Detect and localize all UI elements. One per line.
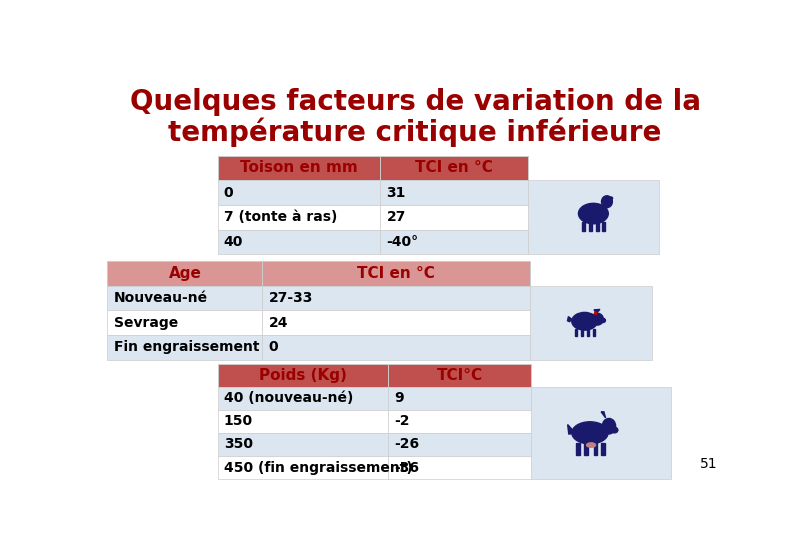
Text: température critique inférieure: température critique inférieure bbox=[168, 118, 662, 147]
Bar bbox=[218, 156, 380, 180]
Polygon shape bbox=[601, 207, 608, 210]
Text: 24: 24 bbox=[269, 316, 288, 330]
Bar bbox=[218, 433, 388, 456]
Bar bbox=[584, 443, 588, 455]
Text: Fin engraissement: Fin engraissement bbox=[113, 340, 259, 354]
Bar bbox=[218, 456, 388, 479]
Bar bbox=[380, 230, 527, 254]
Ellipse shape bbox=[586, 443, 595, 447]
Text: Sevrage: Sevrage bbox=[113, 316, 178, 330]
Bar bbox=[531, 387, 671, 479]
Bar bbox=[388, 410, 531, 433]
Polygon shape bbox=[601, 412, 606, 418]
Text: 0: 0 bbox=[224, 186, 233, 200]
Polygon shape bbox=[568, 424, 573, 434]
Bar bbox=[582, 221, 585, 231]
Bar bbox=[527, 180, 659, 254]
Bar bbox=[593, 329, 595, 336]
Text: Toison en mm: Toison en mm bbox=[240, 160, 358, 176]
Bar bbox=[262, 261, 530, 286]
Text: 7 (tonte à ras): 7 (tonte à ras) bbox=[224, 210, 337, 224]
Bar bbox=[218, 410, 388, 433]
Bar bbox=[586, 329, 589, 336]
Bar bbox=[589, 221, 591, 231]
Text: 9: 9 bbox=[394, 391, 404, 405]
Circle shape bbox=[595, 312, 597, 314]
Text: 27: 27 bbox=[386, 210, 406, 224]
Bar bbox=[575, 329, 578, 336]
Text: 450 (fin engraissement): 450 (fin engraissement) bbox=[224, 461, 412, 475]
Bar bbox=[388, 433, 531, 456]
Text: -36: -36 bbox=[394, 461, 420, 475]
Ellipse shape bbox=[612, 427, 618, 433]
Text: 31: 31 bbox=[386, 186, 406, 200]
Bar bbox=[218, 205, 380, 229]
Text: Poids (Kg): Poids (Kg) bbox=[259, 368, 347, 383]
Text: 51: 51 bbox=[700, 457, 718, 471]
Bar bbox=[594, 443, 598, 455]
Bar bbox=[388, 387, 531, 410]
Text: TCI en °C: TCI en °C bbox=[357, 266, 435, 281]
Ellipse shape bbox=[572, 422, 608, 444]
Text: Quelques facteurs de variation de la: Quelques facteurs de variation de la bbox=[130, 88, 701, 116]
Bar bbox=[595, 221, 599, 231]
Text: -40°: -40° bbox=[386, 235, 419, 249]
Bar bbox=[108, 286, 262, 310]
Ellipse shape bbox=[600, 318, 605, 322]
Text: -2: -2 bbox=[394, 414, 410, 428]
Bar bbox=[262, 335, 530, 360]
Text: -26: -26 bbox=[394, 437, 420, 451]
Text: TCI en °C: TCI en °C bbox=[415, 160, 492, 176]
Ellipse shape bbox=[603, 418, 616, 434]
Text: 350: 350 bbox=[224, 437, 253, 451]
Ellipse shape bbox=[572, 312, 597, 330]
Polygon shape bbox=[600, 428, 608, 430]
Text: Age: Age bbox=[168, 266, 202, 281]
Text: 40 (nouveau-né): 40 (nouveau-né) bbox=[224, 391, 353, 405]
Bar bbox=[380, 180, 527, 205]
Text: TCI°C: TCI°C bbox=[437, 368, 483, 383]
Bar bbox=[108, 261, 262, 286]
Polygon shape bbox=[568, 316, 572, 322]
Bar bbox=[388, 456, 531, 479]
Ellipse shape bbox=[602, 196, 612, 208]
Text: 40: 40 bbox=[224, 235, 243, 249]
Bar bbox=[218, 387, 388, 410]
Bar bbox=[602, 221, 605, 231]
Ellipse shape bbox=[609, 197, 612, 200]
Bar bbox=[262, 310, 530, 335]
Bar bbox=[530, 286, 651, 360]
Bar bbox=[108, 335, 262, 360]
Ellipse shape bbox=[591, 313, 603, 325]
Text: 150: 150 bbox=[224, 414, 253, 428]
Text: Nouveau-né: Nouveau-né bbox=[113, 291, 208, 305]
Bar bbox=[380, 205, 527, 229]
Bar bbox=[581, 329, 583, 336]
Bar bbox=[388, 363, 531, 387]
Ellipse shape bbox=[578, 204, 608, 224]
Bar bbox=[576, 443, 580, 455]
Bar bbox=[108, 310, 262, 335]
Bar bbox=[601, 443, 605, 455]
Bar bbox=[262, 286, 530, 310]
Text: 0: 0 bbox=[269, 340, 279, 354]
Bar bbox=[218, 230, 380, 254]
Bar bbox=[218, 180, 380, 205]
Polygon shape bbox=[594, 309, 600, 313]
Bar bbox=[380, 156, 527, 180]
Bar bbox=[218, 363, 388, 387]
Text: 27-33: 27-33 bbox=[269, 291, 313, 305]
